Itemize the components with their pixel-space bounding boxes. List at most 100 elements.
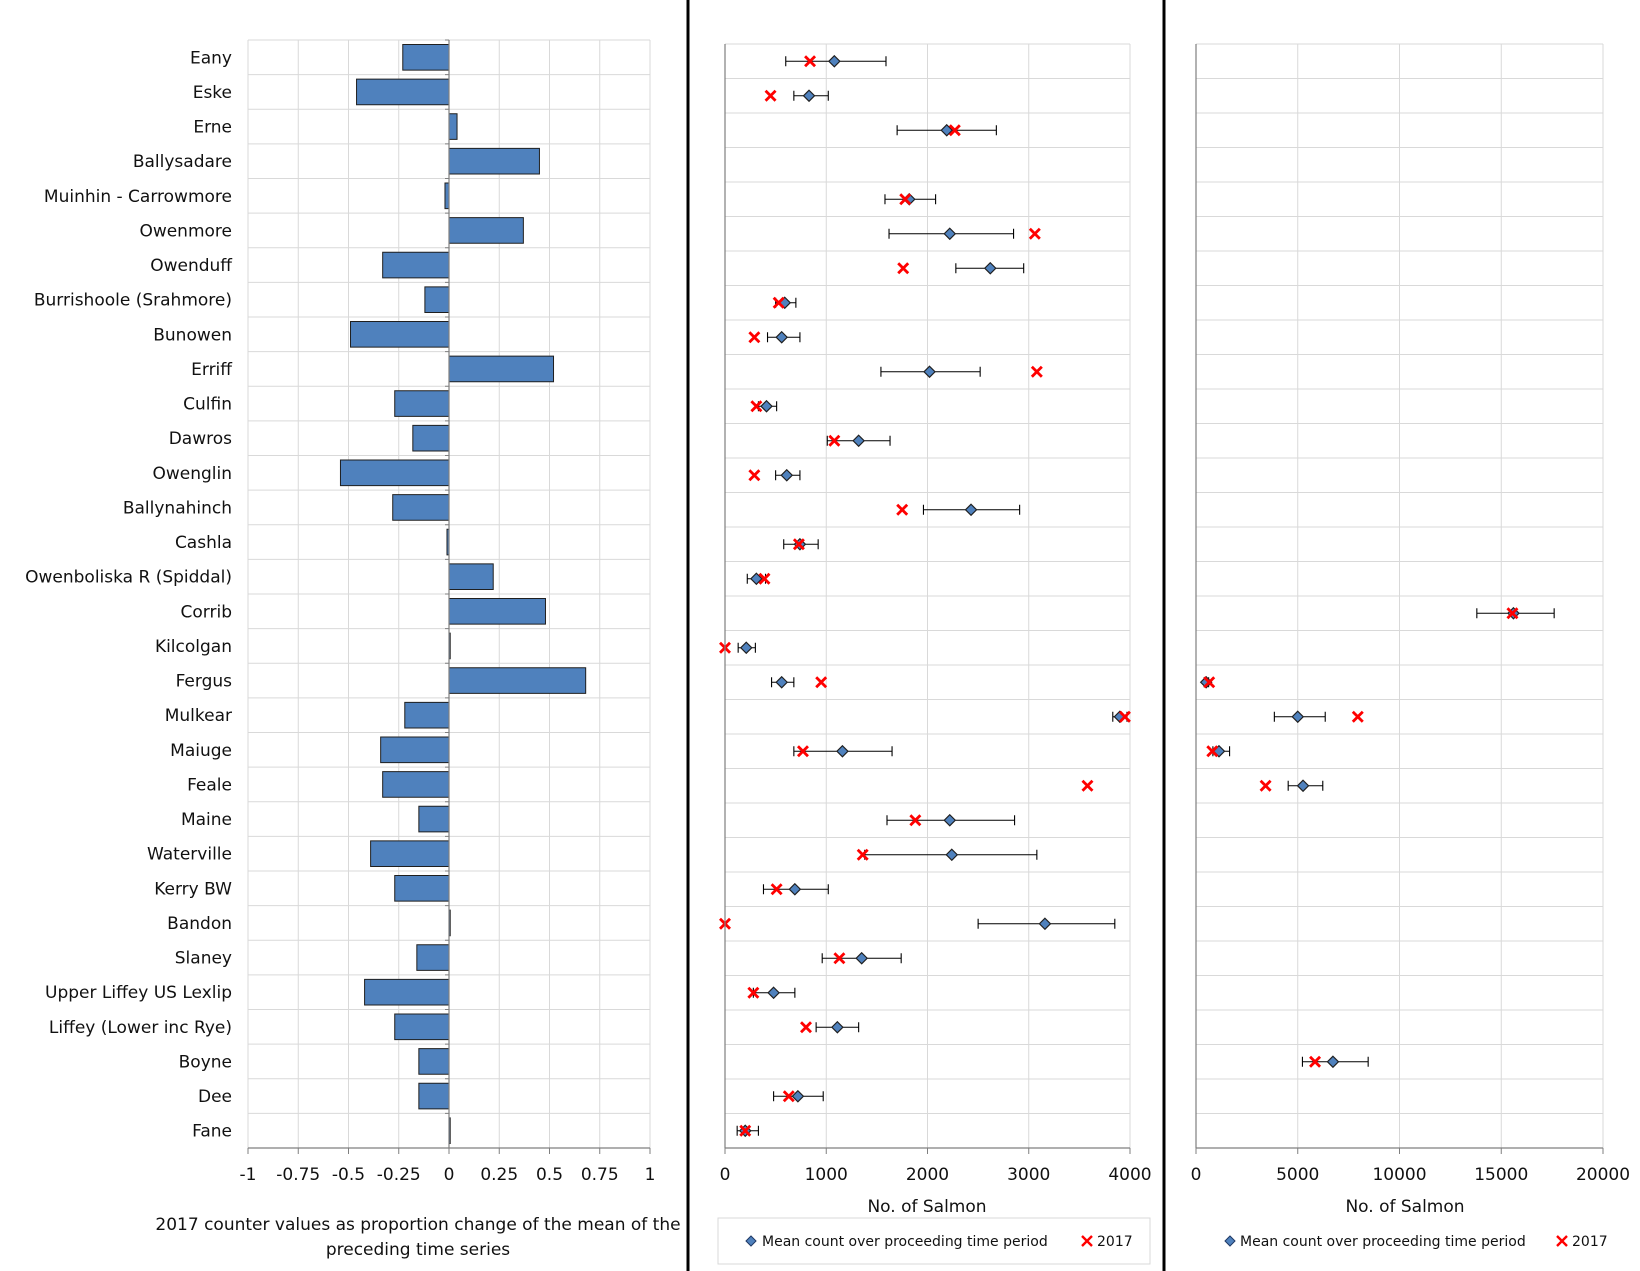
bar-chart-x-tick-label: -0.5	[332, 1165, 365, 1185]
river-label-erne: Erne	[193, 118, 232, 138]
bar-kerry-bw	[394, 875, 450, 902]
river-label-bandon: Bandon	[167, 914, 232, 934]
scatter-chart-2-2017-marker-corrib	[1506, 607, 1519, 620]
river-label-burrishoole-srahmore: Burrishoole (Srahmore)	[34, 291, 232, 311]
bar-chart-x-axis-title-line1: 2017 counter values as proportion change…	[155, 1215, 680, 1235]
legend-diamond-marker	[745, 1235, 757, 1247]
bar-feale	[382, 771, 450, 798]
bar-fergus	[448, 667, 587, 694]
bar-chart-x-tick-label: 0.25	[480, 1165, 518, 1185]
scatter-chart-1-2017-marker-ballynahinch	[896, 503, 909, 516]
scatter-chart-1-mean-marker-bunowen	[775, 330, 789, 344]
river-label-fane: Fane	[192, 1122, 232, 1142]
scatter-chart-1-mean-marker-owenglin	[780, 468, 794, 482]
scatter-chart-1-mean-marker-maine	[943, 813, 957, 827]
scatter-chart-1-2017-marker-fane	[739, 1124, 752, 1137]
bar-maine	[418, 805, 450, 833]
river-label-cashla: Cashla	[175, 533, 232, 553]
scatter-chart-1-mean-marker-ballynahinch	[964, 503, 978, 517]
river-label-dee: Dee	[198, 1087, 232, 1107]
scatter-chart-1-mean-marker-kilcolgan	[739, 641, 753, 655]
scatter-chart-1-mean-marker-liffey-lower-inc-rye	[831, 1020, 844, 1034]
scatter-chart-1-x-axis-title: No. of Salmon	[867, 1197, 986, 1217]
scatter-chart-1-2017-marker-muinhin-carrowmore	[899, 193, 912, 206]
scatter-chart-2-x-axis-title: No. of Salmon	[1345, 1197, 1464, 1217]
scatter-chart-1-mean-marker-upper-liffey-us-lexlip	[767, 986, 780, 1000]
scatter-chart-2-2017-marker-mulkear	[1351, 710, 1364, 723]
river-label-kerry-bw: Kerry BW	[154, 879, 232, 899]
scatter-chart-1-2017-marker-owenboliska-r-spiddal	[758, 572, 771, 585]
river-label-eske: Eske	[193, 83, 232, 103]
bar-owenmore	[448, 217, 524, 244]
legend-cross-marker	[1081, 1235, 1093, 1247]
scatter-chart-2-mean-marker-boyne	[1326, 1055, 1340, 1069]
scatter-chart-2-x-tick-label: 15000	[1474, 1165, 1528, 1185]
scatter-chart-1-mean-marker-waterville	[945, 848, 959, 862]
river-label-ballynahinch: Ballynahinch	[123, 498, 232, 518]
scatter-chart-1-grid	[724, 43, 1131, 1149]
river-label-owenduff: Owenduff	[150, 256, 233, 276]
bar-boyne	[418, 1048, 450, 1075]
river-label-bunowen: Bunowen	[153, 325, 232, 345]
legend-label-2017: 2017	[1097, 1234, 1133, 1250]
scatter-chart-1-2017-marker-eany	[804, 55, 817, 68]
bar-chart-x-tick-label: 0.5	[536, 1165, 563, 1185]
scatter-chart-1-x-tick-label: 0	[720, 1165, 731, 1185]
river-label-eany: Eany	[190, 48, 232, 68]
scatter-chart-1-mean-marker-fergus	[775, 675, 789, 689]
river-label-ballysadare: Ballysadare	[133, 152, 232, 172]
bar-burrishoole-srahmore	[424, 286, 450, 313]
scatter-chart-2-2017-marker-feale	[1259, 779, 1272, 792]
bar-owenboliska-r-spiddal	[448, 563, 494, 590]
scatter-chart-1-2017-marker-burrishoole-srahmore	[772, 296, 785, 309]
bar-muinhin-carrowmore	[444, 182, 450, 210]
scatter-chart-1-2017-marker-bunowen	[748, 331, 761, 344]
river-label-owenglin: Owenglin	[152, 464, 232, 484]
bar-waterville	[370, 840, 450, 867]
scatter-chart-1-2017-marker-mulkear	[1118, 710, 1131, 723]
bar-corrib	[448, 598, 546, 625]
scatter-chart-1-legend: Mean count over proceeding time period 2…	[717, 1217, 1151, 1265]
scatter-chart-1-2017-marker-maiuge	[796, 745, 809, 758]
scatter-chart-2-marks	[1199, 606, 1555, 1069]
legend-diamond-marker	[1224, 1235, 1236, 1247]
scatter-chart-2-x-tick-label: 0	[1191, 1165, 1202, 1185]
river-label-erriff: Erriff	[191, 360, 233, 380]
scatter-chart-1-2017-marker-erne	[948, 124, 961, 137]
scatter-chart-1-2017-marker-eske	[764, 89, 777, 102]
bar-dee	[418, 1082, 450, 1110]
scatter-chart-1-2017-marker-owenmore	[1028, 227, 1041, 240]
scatter-chart-1-mean-marker-kerry-bw	[788, 882, 802, 896]
scatter-chart-1-2017-marker-fergus	[815, 676, 828, 689]
bar-mulkear	[404, 701, 450, 729]
bar-ballysadare	[448, 147, 540, 175]
bar-series	[339, 44, 587, 1144]
scatter-chart-1-mean-marker-slaney	[855, 951, 869, 965]
river-label-waterville: Waterville	[147, 845, 232, 865]
bar-upper-liffey-us-lexlip	[364, 978, 450, 1006]
river-label-boyne: Boyne	[179, 1052, 232, 1072]
scatter-chart-1-2017-marker-kerry-bw	[770, 883, 783, 896]
scatter-chart-1-2017-marker-waterville	[856, 848, 869, 861]
bar-bunowen	[350, 321, 450, 348]
river-label-muinhin-carrowmore: Muinhin - Carrowmore	[44, 187, 232, 207]
scatter-chart-1-x-axis: 0 1000 2000 3000 4000	[720, 44, 1152, 1185]
scatter-chart-1-mean-marker-culfin	[760, 399, 773, 413]
scatter-chart-1-2017-marker-owenglin	[748, 469, 761, 482]
scatter-chart-1-2017-marker-cashla	[792, 538, 805, 551]
river-label-maiuge: Maiuge	[170, 741, 232, 761]
bar-ballynahinch	[392, 494, 450, 521]
river-label-dawros: Dawros	[169, 429, 232, 449]
bar-chart-x-tick-label: -1	[240, 1165, 257, 1185]
scatter-chart-1-mean-marker-dawros	[852, 434, 865, 448]
scatter-chart-2-x-tick-label: 20000	[1576, 1165, 1630, 1185]
river-label-corrib: Corrib	[181, 602, 232, 622]
scatter-chart-1-mean-marker-erne	[940, 123, 954, 137]
scatter-chart-1-mean-marker-erriff	[923, 365, 936, 379]
scatter-chart-1-2017-marker-dawros	[828, 434, 841, 447]
bar-chart-x-tick-label: 0	[444, 1165, 455, 1185]
bar-liffey-lower-inc-rye	[394, 1013, 450, 1041]
river-label-kilcolgan: Kilcolgan	[155, 637, 232, 657]
river-label-liffey-lower-inc-rye: Liffey (Lower inc Rye)	[49, 1018, 232, 1038]
scatter-chart-1-2017-marker-maine	[909, 814, 922, 827]
